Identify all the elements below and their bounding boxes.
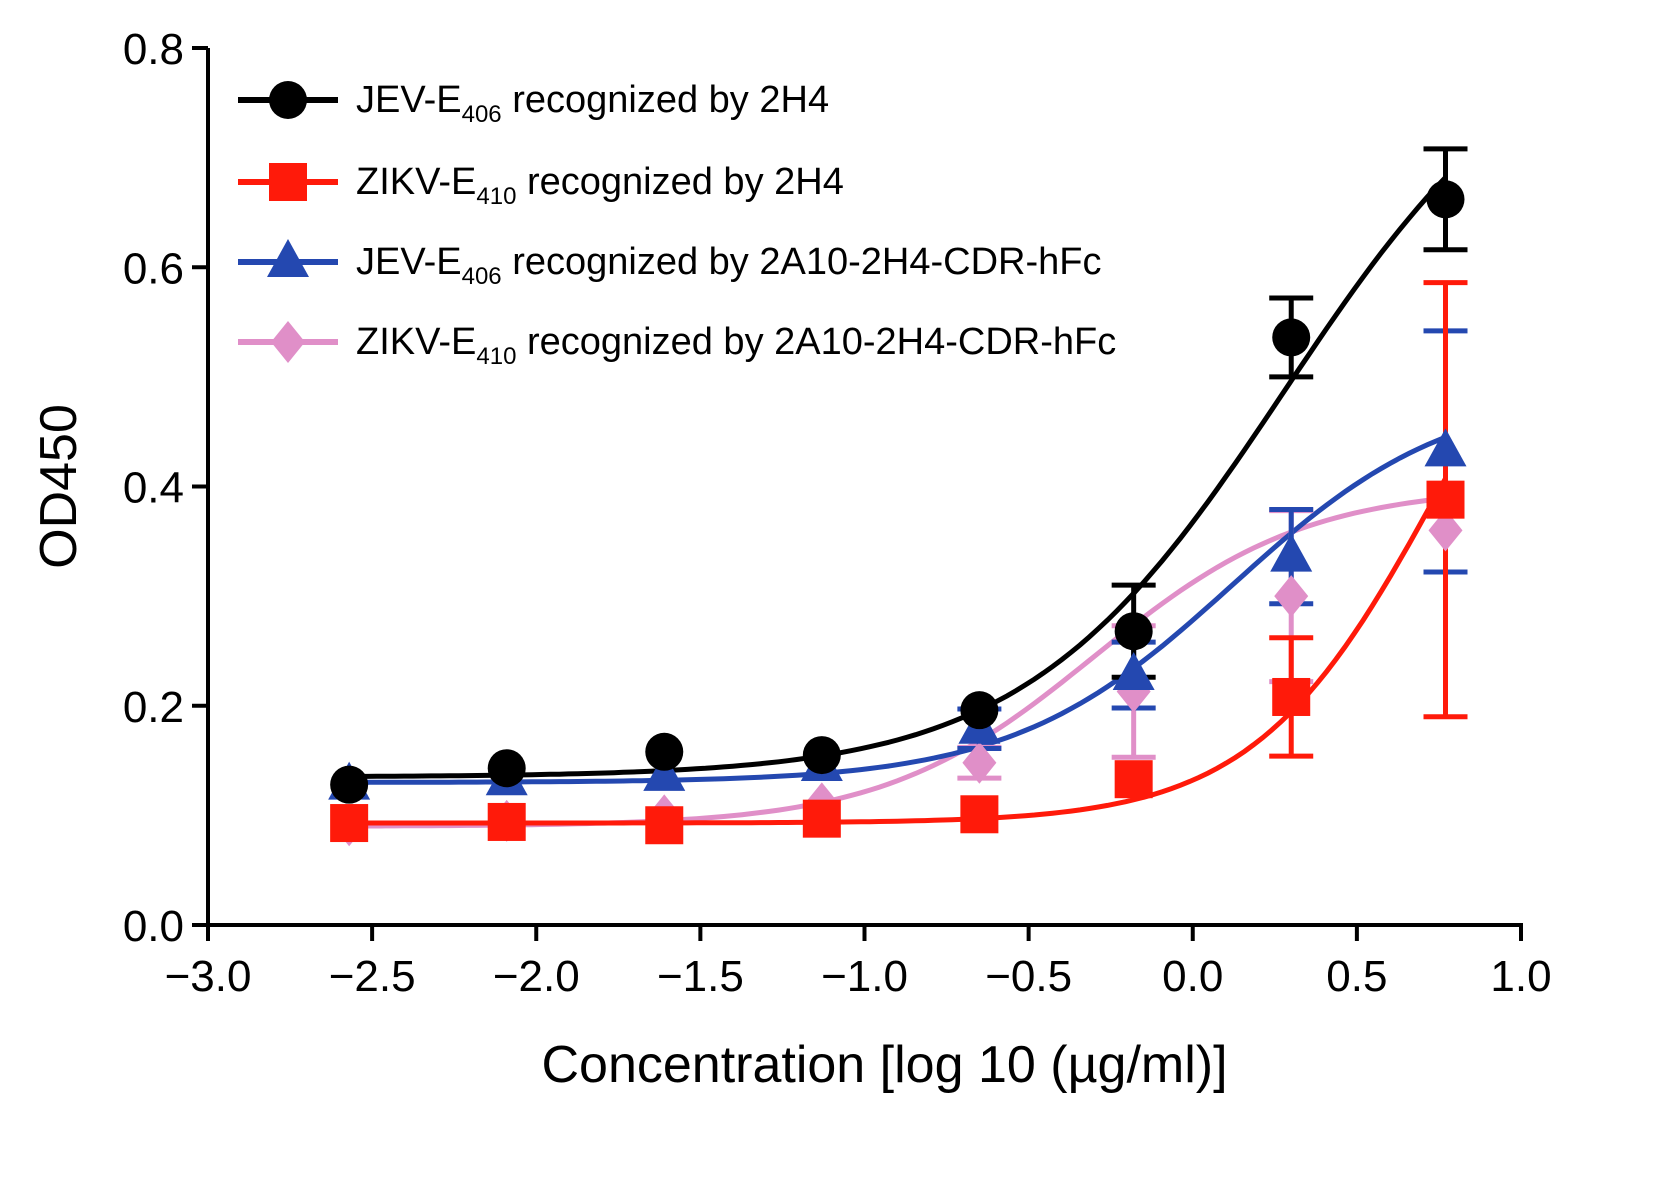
- y-tick-label: 0.8: [123, 25, 184, 74]
- fit-curve-series-3: [349, 434, 1447, 785]
- legend-label-main: ZIKV-E: [356, 321, 476, 363]
- y-axis-label: OD450: [30, 404, 88, 569]
- y-tick-label: 0.2: [123, 683, 184, 732]
- data-point-series-1: [802, 736, 841, 775]
- x-tick-label: −0.5: [985, 952, 1072, 1001]
- y-axis-ticks: 0.0 0.2 0.4 0.6 0.8: [123, 25, 208, 951]
- y-tick-label: 0.6: [123, 244, 184, 293]
- data-point-series-4: [1274, 575, 1309, 618]
- data-point-series-2: [1272, 677, 1311, 716]
- data-point-series-4: [962, 741, 997, 784]
- data-point-series-2: [330, 804, 369, 843]
- x-tick-label: 0.0: [1162, 952, 1223, 1001]
- data-point-series-3: [1112, 652, 1155, 691]
- fit-curve-series-1: [349, 175, 1448, 779]
- legend-label-main: JEV-E: [356, 241, 462, 283]
- legend-label-subscript: 410: [476, 343, 516, 370]
- x-tick-label: 0.5: [1326, 952, 1387, 1001]
- data-point-series-1: [645, 732, 684, 771]
- data-markers: [328, 180, 1467, 847]
- legend-label: JEV-E406 recognized by 2H4: [356, 79, 829, 128]
- legend-label-subscript: 406: [462, 101, 502, 128]
- data-point-series-3: [1270, 533, 1313, 572]
- legend-label-rest: recognized by 2A10-2H4-CDR-hFc: [502, 241, 1102, 283]
- x-tick-label: 1.0: [1490, 952, 1551, 1001]
- y-tick-label: 0.0: [123, 902, 184, 951]
- legend-label-main: JEV-E: [356, 79, 462, 121]
- x-tick-label: −2.0: [493, 952, 580, 1001]
- legend-label-main: ZIKV-E: [356, 161, 476, 203]
- legend-label-subscript: 406: [462, 263, 502, 290]
- data-point-series-1: [960, 691, 999, 730]
- data-point-series-2: [1426, 480, 1465, 519]
- legend-label-subscript: 410: [476, 183, 516, 210]
- x-tick-label: −3.0: [165, 952, 252, 1001]
- x-axis-ticks: −3.0 −2.5 −2.0 −1.5 −1.0 −0.5 0.0 0.5 1.0: [165, 925, 1552, 1001]
- data-point-series-2: [1114, 760, 1153, 799]
- legend-item-4: ZIKV-E410 recognized by 2A10-2H4-CDR-hFc: [238, 321, 1116, 370]
- data-point-series-2: [802, 799, 841, 838]
- data-point-series-1: [330, 765, 369, 804]
- legend-label-rest: recognized by 2A10-2H4-CDR-hFc: [516, 321, 1116, 363]
- legend-marker-icon: [269, 81, 307, 119]
- legend-label: JEV-E406 recognized by 2A10-2H4-CDR-hFc: [356, 241, 1101, 290]
- legend-item-3: JEV-E406 recognized by 2A10-2H4-CDR-hFc: [238, 239, 1101, 290]
- x-tick-label: −1.0: [821, 952, 908, 1001]
- x-tick-label: −2.5: [329, 952, 416, 1001]
- legend-marker-icon: [269, 163, 307, 201]
- data-point-series-1: [1114, 612, 1153, 651]
- legend-label: ZIKV-E410 recognized by 2A10-2H4-CDR-hFc: [356, 321, 1116, 370]
- y-tick-label: 0.4: [123, 464, 184, 513]
- fit-curve-series-2: [349, 477, 1448, 826]
- data-point-series-4: [1428, 509, 1463, 552]
- legend-label: ZIKV-E410 recognized by 2H4: [356, 161, 844, 210]
- legend-marker-icon: [267, 239, 309, 277]
- data-point-series-1: [1426, 180, 1465, 219]
- axes-layer: 0.0 0.2 0.4 0.6 0.8 −3.0 −2.5 −2.0 −1.5 −1.0 −0.5…: [123, 25, 1552, 1001]
- legend-label-rest: recognized by 2H4: [502, 79, 829, 121]
- data-point-series-2: [960, 795, 999, 834]
- data-point-series-1: [1272, 318, 1311, 357]
- legend-label-rest: recognized by 2H4: [516, 161, 843, 203]
- data-point-series-2: [645, 806, 684, 845]
- x-tick-label: −1.5: [657, 952, 744, 1001]
- legend-item-1: JEV-E406 recognized by 2H4: [238, 79, 829, 128]
- fit-curves: [349, 175, 1448, 829]
- legend-item-2: ZIKV-E410 recognized by 2H4: [238, 161, 844, 210]
- data-point-series-3: [1424, 428, 1467, 467]
- data-point-series-2: [487, 802, 526, 841]
- legend-marker-icon: [271, 321, 305, 363]
- data-point-series-1: [487, 749, 526, 788]
- x-axis-label: Concentration [log 10 (µg/ml)]: [541, 1036, 1227, 1094]
- data-point-series-3: [643, 752, 686, 791]
